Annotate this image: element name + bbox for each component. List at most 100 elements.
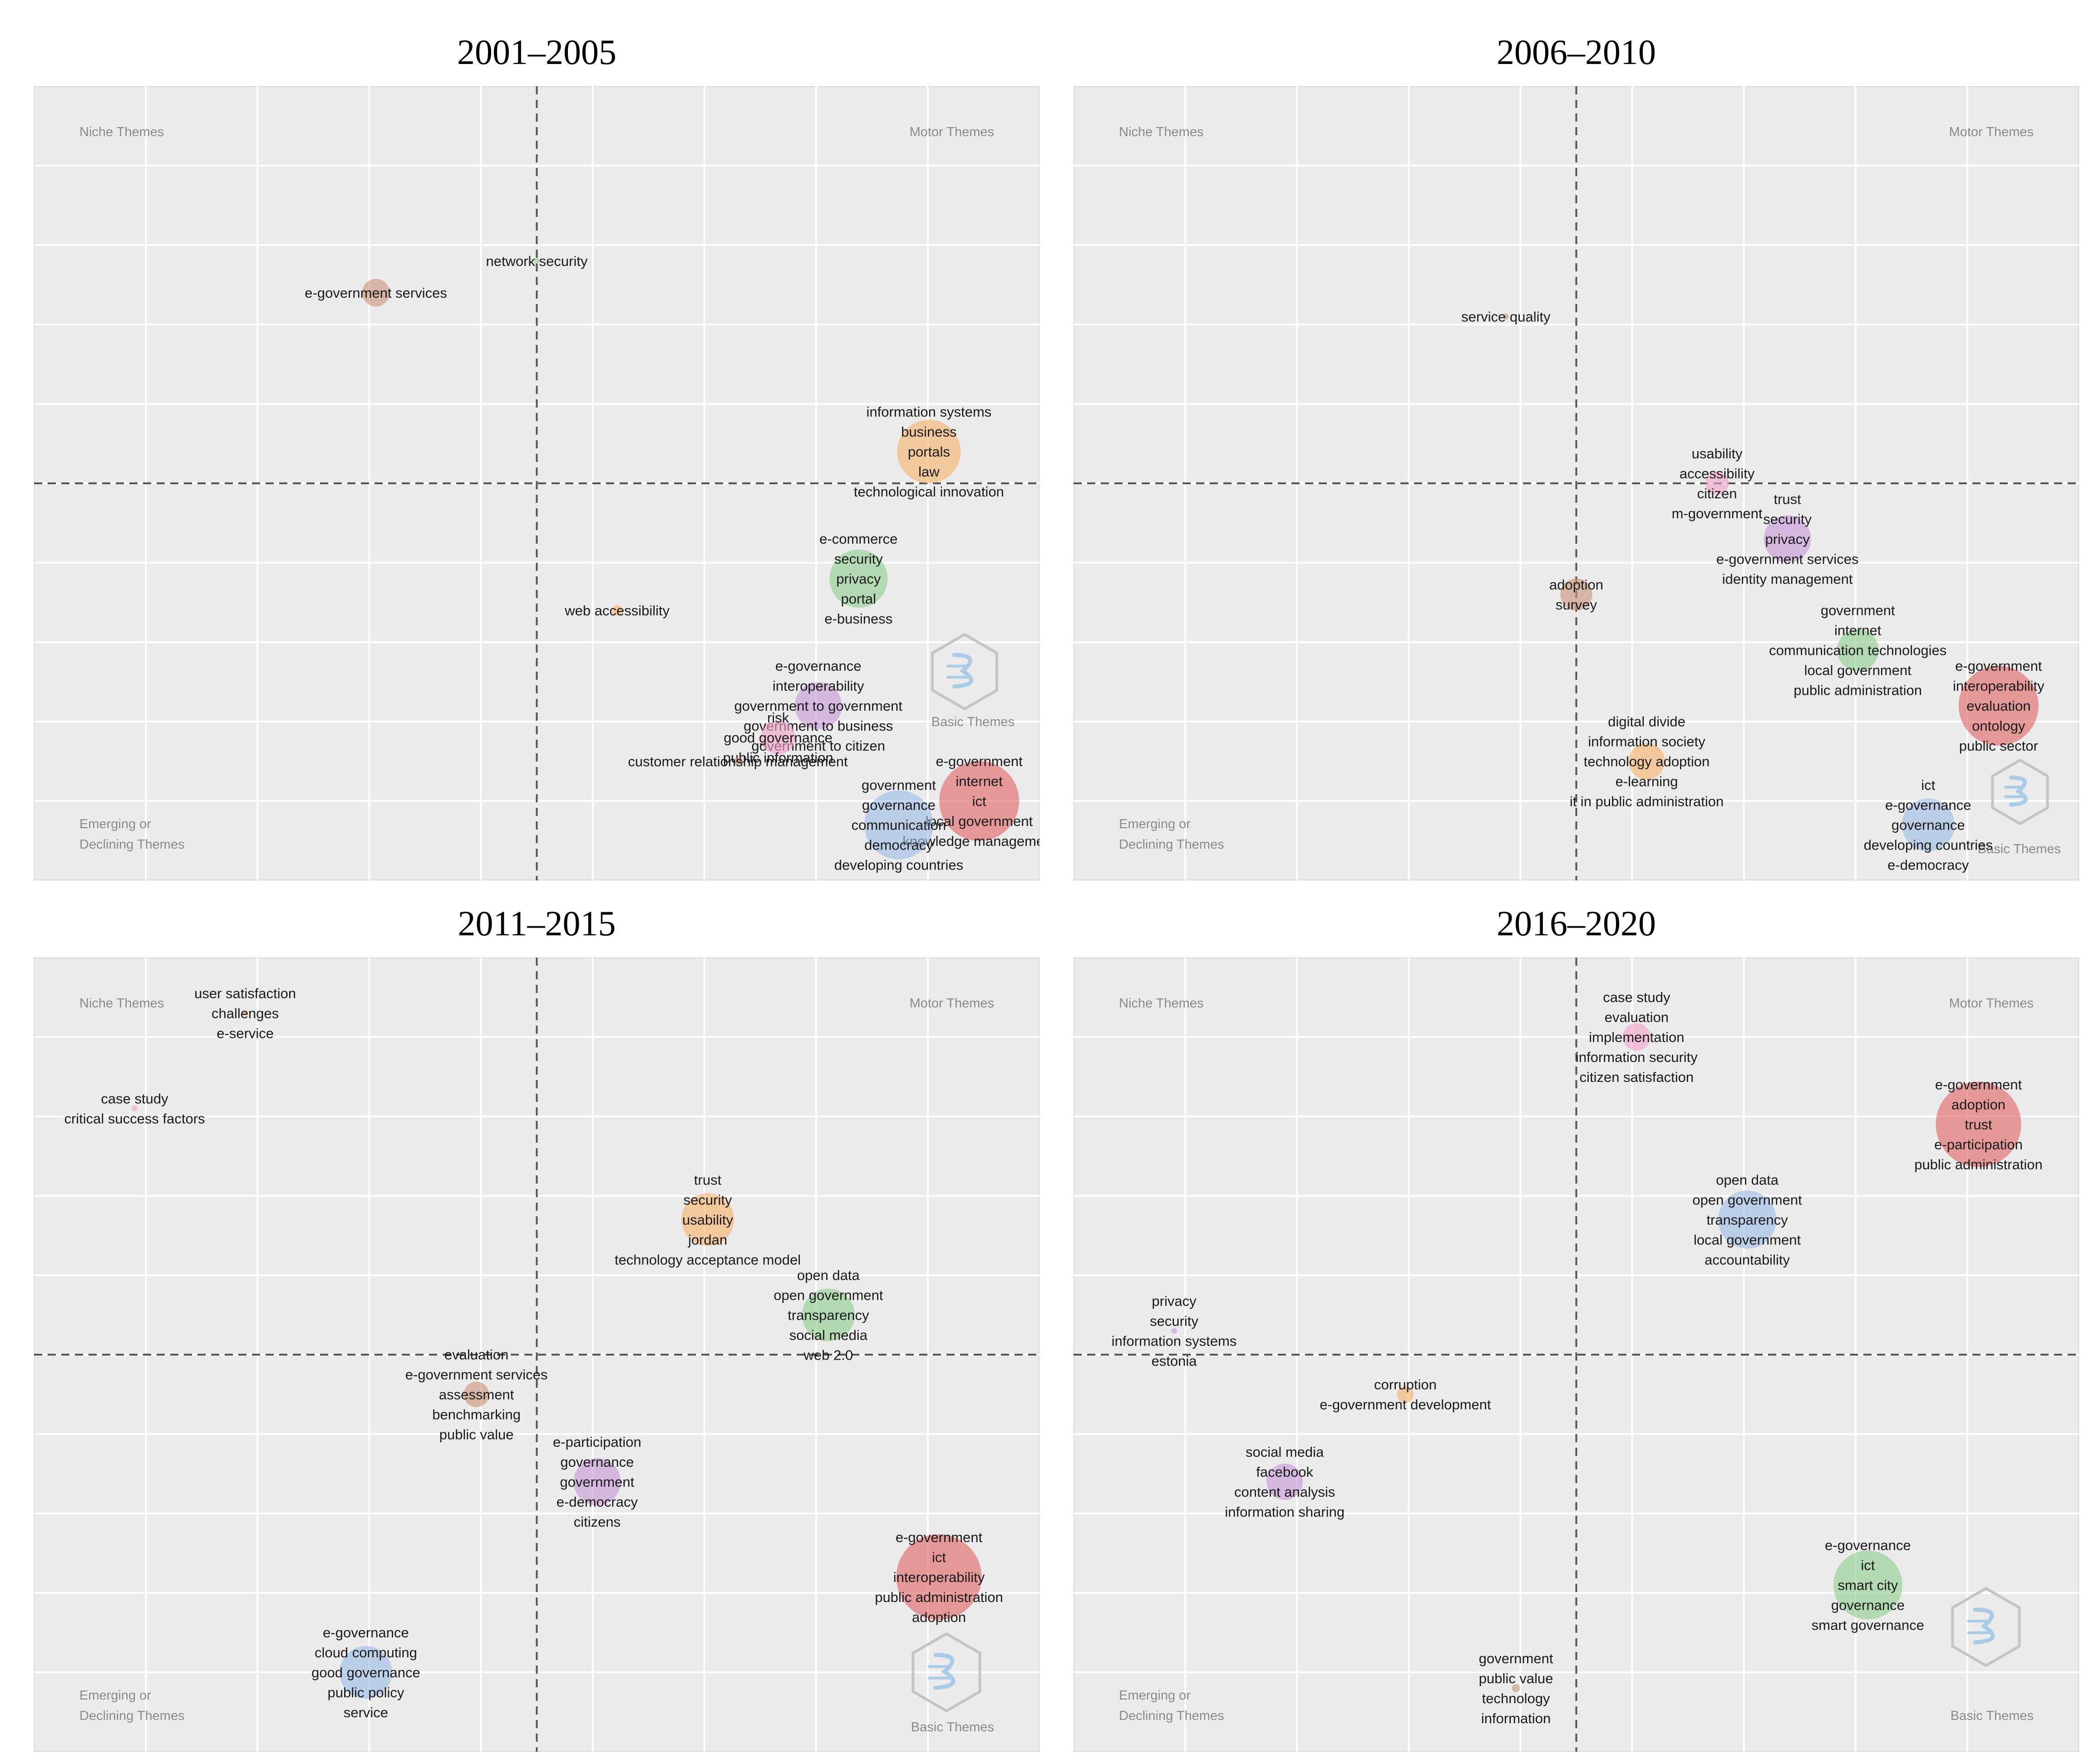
chart-title: 2006–2010 <box>1497 32 1656 72</box>
cluster-bubble <box>829 550 888 608</box>
cluster-label: corruption <box>1374 1376 1437 1392</box>
cluster-label: e-governance <box>323 1625 409 1641</box>
cluster-label: technology <box>1482 1690 1550 1706</box>
cluster-bubble <box>339 1646 392 1699</box>
cluster-bubble <box>1936 1081 2021 1167</box>
cluster-label: identity management <box>1722 571 1853 587</box>
cluster-label: public administration <box>1914 1156 2043 1172</box>
theme-cluster: information systems business portals law tec… <box>854 404 1004 500</box>
theme-cluster: e-government adoption trust e-participation… <box>1914 1076 2043 1172</box>
cluster-label: democracy <box>864 837 933 853</box>
chart-panel-2001-2005: 2001–2005 Niche Themes Motor Themes Emergi… <box>34 18 1040 880</box>
theme-cluster: e-government ict interoperability public ad… <box>875 1529 1003 1625</box>
cluster-label: governance <box>560 1454 634 1470</box>
cluster-label: security <box>1763 511 1812 527</box>
cluster-label: case study <box>101 1091 168 1106</box>
theme-cluster: customer relationship management <box>628 753 848 769</box>
cluster-label: information security <box>1576 1049 1698 1065</box>
theme-cluster: open data open government transparency soci… <box>774 1267 883 1363</box>
cluster-label: e-democracy <box>557 1494 638 1510</box>
cluster-bubble <box>897 420 961 483</box>
cluster-label: social media <box>1246 1444 1324 1460</box>
theme-cluster: e-government services <box>305 279 447 307</box>
quadrant-label-basic: Basic Themes <box>911 1720 994 1735</box>
cluster-label: implementation <box>1589 1029 1684 1045</box>
cluster-label: business <box>901 424 956 440</box>
quadrant-label-basic: Basic Themes <box>931 715 1015 729</box>
cluster-bubble <box>242 1010 248 1016</box>
cluster-label: evaluation <box>1605 1009 1669 1025</box>
cluster-label: public sector <box>1959 738 2038 754</box>
theme-cluster: ict e-governance governance developing coun… <box>1864 777 1993 873</box>
cluster-label: interoperability <box>1953 678 2045 694</box>
cluster-label: transparency <box>1706 1212 1788 1228</box>
cluster-label: benchmarking <box>432 1406 521 1422</box>
cluster-label: jordan <box>688 1232 727 1248</box>
cluster-label: security <box>1150 1313 1198 1329</box>
cluster-label: interoperability <box>893 1569 985 1585</box>
cluster-label: e-government services <box>305 285 447 301</box>
cluster-bubble <box>362 279 390 307</box>
cluster-label: security <box>684 1192 732 1208</box>
theme-cluster: adoption survey <box>1549 577 1603 613</box>
cluster-label: e-governance <box>1825 1537 1911 1553</box>
cluster-label: evaluation <box>444 1346 508 1362</box>
cluster-label: governance <box>1892 817 1965 833</box>
quadrant-label-motor: Motor Themes <box>1949 125 2034 139</box>
cluster-label: service <box>344 1705 388 1720</box>
cluster-label: portals <box>908 444 950 460</box>
cluster-label: open data <box>1716 1172 1779 1188</box>
cluster-label: governance <box>1831 1597 1905 1613</box>
quadrant-label-motor: Motor Themes <box>910 125 994 139</box>
cluster-label: government <box>560 1474 635 1490</box>
cluster-label: e-government services <box>1716 551 1859 567</box>
cluster-bubble <box>612 605 622 616</box>
theme-cluster: evaluation e-government services assessmen… <box>405 1346 548 1442</box>
cluster-label: public value <box>439 1426 514 1442</box>
quadrant-label-emerging: Emerging or <box>1119 817 1191 831</box>
cluster-label: government <box>1479 1651 1553 1666</box>
grid-lines <box>34 958 1040 1752</box>
cluster-label: e-commerce <box>819 531 897 547</box>
cluster-bubble <box>1512 1684 1520 1692</box>
plot-area: Niche Themes Motor Themes Emerging or Decli… <box>1074 86 2079 880</box>
cluster-label: web 2.0 <box>803 1347 853 1363</box>
cluster-label: information sharing <box>1225 1504 1345 1520</box>
plot-area: Niche Themes Motor Themes Emerging or Decli… <box>34 86 1040 880</box>
cluster-label: good governance <box>724 730 833 746</box>
bibliometrix-logo-icon <box>931 633 998 711</box>
cluster-label: citizens <box>574 1514 621 1530</box>
cluster-label: e-service <box>217 1025 274 1041</box>
cluster-label: risk <box>767 710 789 726</box>
cluster-bubble <box>1560 578 1592 611</box>
cluster-bubble <box>864 790 933 860</box>
quadrant-label-declining: Declining Themes <box>79 1709 185 1723</box>
cluster-bubble <box>1503 314 1509 319</box>
quadrant-label-niche: Niche Themes <box>1119 125 1203 139</box>
quadrant-label-emerging: Emerging or <box>79 817 151 831</box>
cluster-label: communication <box>852 817 946 833</box>
cluster-bubble <box>1623 1023 1651 1051</box>
cluster-label: government to government <box>734 698 902 714</box>
theme-cluster: government public value technology informat… <box>1479 1651 1553 1726</box>
cluster-label: privacy <box>836 571 881 587</box>
cluster-label: ict <box>1861 1557 1875 1573</box>
cluster-label: privacy <box>1765 531 1810 547</box>
cluster-label: e-business <box>824 611 892 627</box>
quadrant-label-niche: Niche Themes <box>1119 996 1203 1011</box>
cluster-label: law <box>918 464 940 480</box>
quadrant-label-declining: Declining Themes <box>1119 837 1224 852</box>
cluster-label: e-government services <box>405 1366 548 1382</box>
cluster-label: e-governance <box>775 658 862 674</box>
cluster-label: survey <box>1556 597 1597 613</box>
cluster-label: trust <box>1774 491 1802 507</box>
quadrant-label-basic: Basic Themes <box>1978 842 2061 856</box>
cluster-label: ict <box>1921 777 1935 793</box>
cluster-bubble <box>802 1288 855 1341</box>
cluster-label: e-governance <box>1885 797 1971 813</box>
theme-cluster: e-commerce security privacy portal e-busines… <box>819 531 897 627</box>
cluster-bubble <box>534 258 540 264</box>
cluster-bubble <box>1718 1190 1777 1249</box>
cluster-label: information systems <box>1112 1333 1237 1349</box>
cluster-label: e-participation <box>553 1434 641 1450</box>
